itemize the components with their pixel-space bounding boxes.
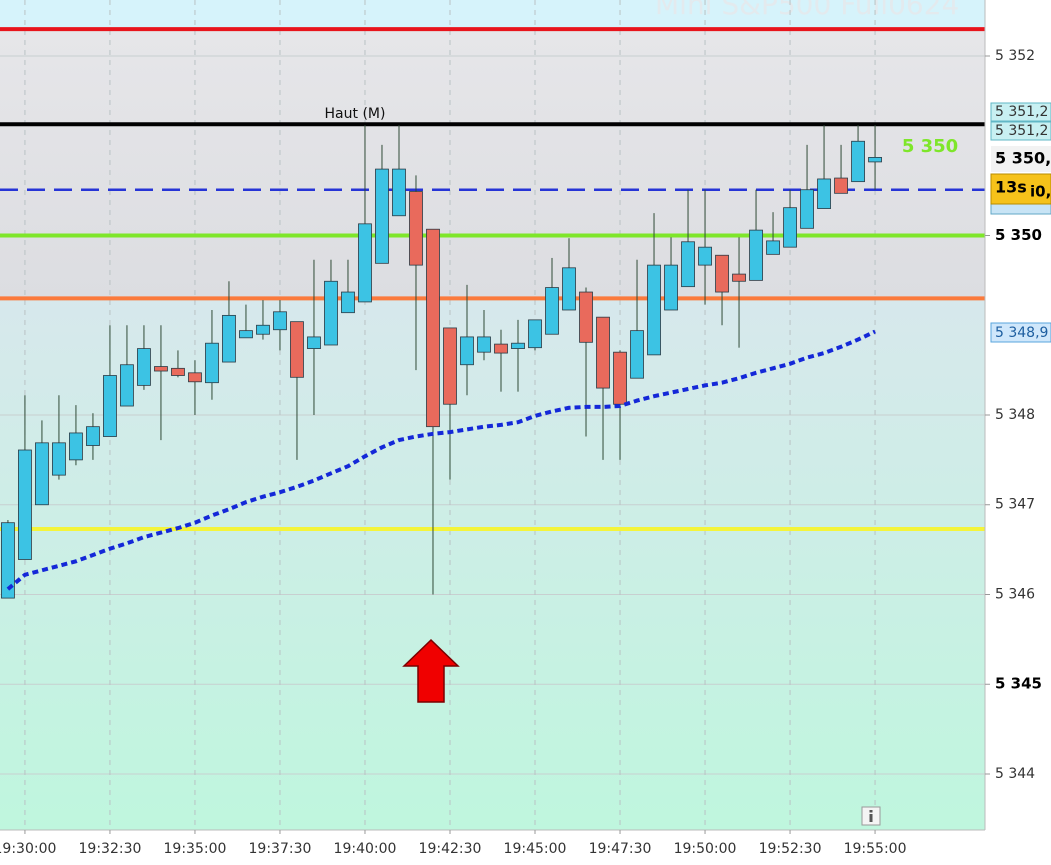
- candle-body: [205, 342, 219, 384]
- candle-body: [579, 291, 593, 343]
- y-tick-label: 5 350: [995, 226, 1042, 244]
- x-tick-label: 19:40:00: [334, 841, 397, 857]
- candle-body: [681, 241, 695, 288]
- price-box: [990, 102, 1051, 122]
- candle-body: [766, 240, 780, 255]
- background-upper: [0, 30, 985, 298]
- annotation-haut: Haut (M): [325, 106, 386, 122]
- candle-body: [477, 336, 491, 353]
- candle-body: [154, 366, 168, 372]
- candle-body: [562, 267, 576, 311]
- candle-body: [800, 189, 814, 229]
- candle-body: [86, 426, 100, 446]
- candle-body: [409, 191, 423, 266]
- candle-body: [307, 336, 321, 349]
- x-tick-label: 19:47:30: [589, 841, 652, 857]
- y-tick-label: 5 346: [995, 586, 1035, 602]
- candle-body: [188, 372, 202, 383]
- candle-body: [171, 367, 185, 376]
- candle-body: [647, 264, 661, 356]
- y-tick-label: 5 344: [995, 766, 1035, 782]
- timer-label: 13s: [995, 178, 1027, 197]
- price-box: [990, 322, 1051, 343]
- candle-body: [358, 223, 372, 303]
- candle-body: [749, 229, 763, 281]
- price-label: 5 350,: [995, 149, 1051, 168]
- x-tick-label: 19:30:00: [0, 841, 56, 857]
- timer-box: [990, 173, 1051, 205]
- candle-body: [137, 348, 151, 386]
- x-tick-label: 19:45:00: [504, 841, 567, 857]
- candle-body: [222, 314, 236, 363]
- price-box: [990, 121, 1051, 141]
- right-axis-panel: [985, 0, 1051, 865]
- candle-body: [664, 264, 678, 311]
- candle-body: [273, 311, 287, 331]
- y-tick-label: 5 348: [995, 407, 1035, 423]
- candle-body: [103, 375, 117, 437]
- candle-body: [375, 168, 389, 264]
- price-label: 5 351,2: [995, 104, 1048, 120]
- candle-body: [732, 273, 746, 282]
- candle-body: [18, 449, 32, 560]
- candle-body: [698, 246, 712, 266]
- x-tick-label: 19:50:00: [674, 841, 737, 857]
- candle-body: [392, 168, 406, 217]
- price-label: 5 348,9: [995, 325, 1048, 341]
- x-tick-label: 19:37:30: [249, 841, 312, 857]
- price-label: i0,: [1030, 183, 1051, 201]
- candle-body: [324, 280, 338, 346]
- candle-body: [715, 254, 729, 293]
- candle-body: [834, 177, 848, 194]
- candle-body: [596, 316, 610, 389]
- x-tick-label: 19:52:30: [759, 841, 822, 857]
- price-box: [991, 146, 1051, 172]
- candle-body: [52, 442, 66, 476]
- candle-body: [494, 343, 508, 354]
- candle-body: [613, 351, 627, 405]
- candle-body: [817, 178, 831, 209]
- y-tick-label: 5 347: [995, 497, 1035, 513]
- candle-body: [256, 324, 270, 335]
- moving-average: [6, 329, 876, 591]
- candle-body: [851, 140, 865, 183]
- bottom-axis-panel: [0, 830, 985, 865]
- chart-title: Mini S&P500 Full0624: [655, 0, 959, 21]
- candle-body: [35, 442, 49, 506]
- candle-body: [239, 330, 253, 339]
- candle-body: [545, 287, 559, 335]
- y-tick-label: 5 345: [995, 675, 1042, 693]
- candle-body: [290, 321, 304, 378]
- candle-body: [69, 432, 83, 461]
- candle-body: [630, 330, 644, 379]
- y-tick-label: 5 352: [995, 48, 1035, 64]
- price-label: 5 351,2: [995, 123, 1048, 139]
- background-lower: [0, 298, 985, 830]
- candle-body: [460, 336, 474, 366]
- candle-body: [783, 207, 797, 248]
- candle-body: [443, 327, 457, 405]
- candle-body: [528, 319, 542, 349]
- info-dot: [869, 810, 873, 813]
- info-icon[interactable]: [861, 806, 881, 826]
- up-arrow: [402, 638, 460, 703]
- candle-body: [868, 157, 882, 163]
- candle-body: [426, 228, 440, 428]
- x-tick-label: 19:55:00: [844, 841, 907, 857]
- candle-body: [1, 522, 15, 599]
- x-tick-label: 19:35:00: [164, 841, 227, 857]
- candle-body: [341, 291, 355, 314]
- moving-average-layer: [6, 329, 876, 591]
- background-top: [0, 0, 985, 30]
- x-tick-label: 19:32:30: [79, 841, 142, 857]
- annotation-level: 5 350: [902, 136, 958, 157]
- candles: [1, 125, 882, 599]
- candle-body: [511, 342, 525, 349]
- x-tick-label: 19:42:30: [419, 841, 482, 857]
- info-glyph: [869, 814, 873, 822]
- candle-body: [120, 364, 134, 407]
- axes: 5 344 5 345 5 346 5 347 5 348 5 350 5 352 19:30…: [0, 48, 1042, 857]
